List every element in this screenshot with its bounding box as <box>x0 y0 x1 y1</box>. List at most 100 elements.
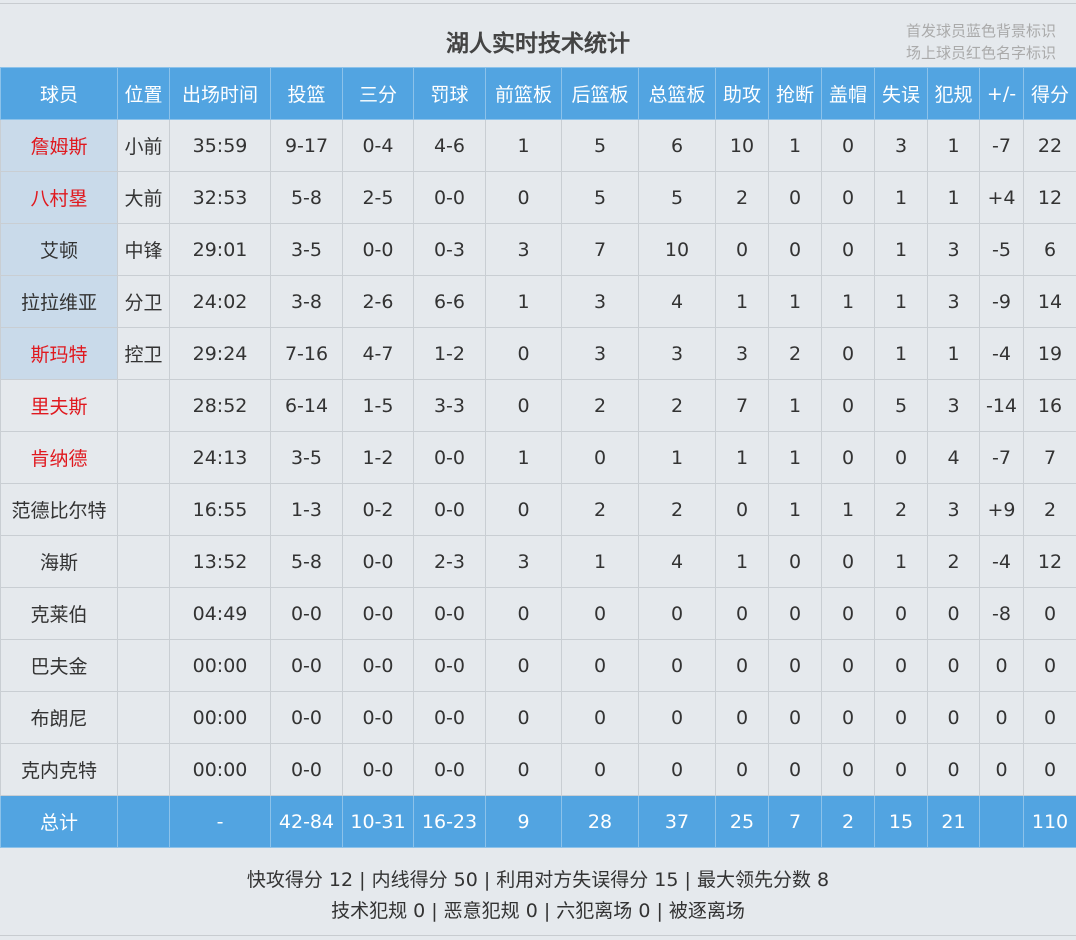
column-header: 后篮板 <box>561 67 639 120</box>
legend-on-court: 场上球员红色名字标识 <box>905 44 1056 62</box>
total-cell: 10-31 <box>342 795 414 848</box>
totals-row: 总计 -42-84 10-31 16-23 9 28 37 25 7 2 15 21 110 <box>0 795 1076 848</box>
stat-cell: 0 <box>821 119 875 172</box>
stat-cell <box>117 691 170 744</box>
stat-cell: 0 <box>768 639 822 692</box>
stat-cell: 2 <box>638 379 716 432</box>
stat-cell: 0 <box>768 587 822 640</box>
total-cell: 16-23 <box>413 795 486 848</box>
stat-cell: 控卫 <box>117 327 170 380</box>
stat-cell: 0-2 <box>342 483 414 536</box>
stat-cell: 00:00 <box>169 639 271 692</box>
stat-cell: 0-0 <box>342 223 414 276</box>
stat-cell: 1 <box>768 275 822 328</box>
stat-cell: 12 <box>1023 535 1076 588</box>
stat-cell: -14 <box>979 379 1024 432</box>
stat-cell: 中锋 <box>117 223 170 276</box>
stat-cell: 3 <box>561 327 639 380</box>
total-cell: 15 <box>874 795 928 848</box>
stat-cell: 24:02 <box>169 275 271 328</box>
stats-table: 球员 位置 出场时间 投篮 三分 罚球 前篮板 后篮板 总篮板 助攻 抢断 盖帽 失误 犯规 +/- 得分 詹… <box>0 67 1076 848</box>
stat-cell: 2 <box>715 171 769 224</box>
column-header: 投篮 <box>270 67 343 120</box>
stat-cell: 0 <box>1023 639 1076 692</box>
bottom-divider <box>0 935 1076 936</box>
player-name: 肯纳德 <box>0 431 118 484</box>
stat-cell: 0 <box>979 743 1024 796</box>
stat-cell: 1 <box>821 275 875 328</box>
column-header: 得分 <box>1023 67 1076 120</box>
stat-cell: 4-7 <box>342 327 414 380</box>
player-row: 巴夫金 00:00 0-0 0-0 0-0 0 0 0 0 0 0 0 0 0 0 <box>0 639 1076 692</box>
column-header: 抢断 <box>768 67 822 120</box>
player-row: 八村塁 大前 32:53 5-8 2-5 0-0 0 5 5 2 0 0 1 1 +4 12 <box>0 171 1076 224</box>
stat-cell: 0 <box>874 639 928 692</box>
stat-cell: 0 <box>821 327 875 380</box>
player-name: 拉拉维亚 <box>0 275 118 328</box>
stat-cell: 10 <box>638 223 716 276</box>
stat-cell: 0 <box>485 379 562 432</box>
stat-cell: 1 <box>715 275 769 328</box>
stat-cell: 0 <box>874 691 928 744</box>
stat-cell: 0 <box>638 691 716 744</box>
stat-cell: 0 <box>821 535 875 588</box>
stat-cell: 0 <box>874 587 928 640</box>
stat-cell: 1 <box>561 535 639 588</box>
stat-cell: 1-5 <box>342 379 414 432</box>
column-header: 失误 <box>874 67 928 120</box>
summary-line-2: 技术犯规 0 | 恶意犯规 0 | 六犯离场 0 | 被逐离场 <box>331 900 745 922</box>
stat-cell: 0 <box>638 587 716 640</box>
stat-cell: 7 <box>561 223 639 276</box>
total-cell: 9 <box>485 795 562 848</box>
stat-cell <box>117 535 170 588</box>
stat-cell: -7 <box>979 431 1024 484</box>
column-header: 球员 <box>0 67 118 120</box>
player-row: 里夫斯 28:52 6-14 1-5 3-3 0 2 2 7 1 0 5 3 -14 16 <box>0 379 1076 432</box>
stat-cell: 5 <box>561 119 639 172</box>
stat-cell: 1 <box>768 379 822 432</box>
stat-cell: 1-2 <box>413 327 486 380</box>
column-header: 罚球 <box>413 67 486 120</box>
stat-cell: 2-5 <box>342 171 414 224</box>
total-cell: 7 <box>768 795 822 848</box>
stat-cell: 3 <box>927 275 980 328</box>
stat-cell <box>117 379 170 432</box>
stat-cell: 0 <box>715 743 769 796</box>
player-row: 斯玛特 控卫 29:24 7-16 4-7 1-2 0 3 3 3 2 0 1 1 -4 19 <box>0 327 1076 380</box>
column-header: 犯规 <box>927 67 980 120</box>
stat-cell: 0 <box>715 639 769 692</box>
stat-cell: 0 <box>638 639 716 692</box>
stat-cell: 04:49 <box>169 587 271 640</box>
total-cell: 42-84 <box>270 795 343 848</box>
stat-cell: 29:24 <box>169 327 271 380</box>
stat-cell: 13:52 <box>169 535 271 588</box>
title-bar: 湖人实时技术统计 首发球员蓝色背景标识 场上球员红色名字标识 <box>0 10 1076 67</box>
stat-cell <box>117 483 170 536</box>
stat-cell: 3 <box>561 275 639 328</box>
stat-cell: 2 <box>561 379 639 432</box>
stat-cell: 1 <box>485 431 562 484</box>
total-cell <box>979 795 1024 848</box>
stat-cell: 1 <box>768 483 822 536</box>
stat-cell: 1 <box>874 535 928 588</box>
stat-cell: 00:00 <box>169 743 271 796</box>
summary-footer: 快攻得分 12 | 内线得分 50 | 利用对方失误得分 15 | 最大领先分数… <box>0 865 1076 927</box>
stat-cell: 28:52 <box>169 379 271 432</box>
stat-cell: 7 <box>715 379 769 432</box>
stat-cell: 32:53 <box>169 171 271 224</box>
stat-cell: 3-8 <box>270 275 343 328</box>
stat-cell: 2-3 <box>413 535 486 588</box>
top-divider <box>0 3 1076 4</box>
stat-cell: 2 <box>638 483 716 536</box>
stat-cell: 0 <box>768 691 822 744</box>
stat-cell: 0 <box>638 743 716 796</box>
stat-cell: 0-0 <box>413 639 486 692</box>
stat-cell: 00:00 <box>169 691 271 744</box>
stat-cell: 10 <box>715 119 769 172</box>
stat-cell: 2 <box>1023 483 1076 536</box>
player-row: 肯纳德 24:13 3-5 1-2 0-0 1 0 1 1 1 0 0 4 -7 7 <box>0 431 1076 484</box>
stat-cell: 0 <box>979 691 1024 744</box>
stat-cell: 0 <box>1023 691 1076 744</box>
stat-cell: 9-17 <box>270 119 343 172</box>
player-row: 范德比尔特 16:55 1-3 0-2 0-0 0 2 2 0 1 1 2 3 +9 2 <box>0 483 1076 536</box>
